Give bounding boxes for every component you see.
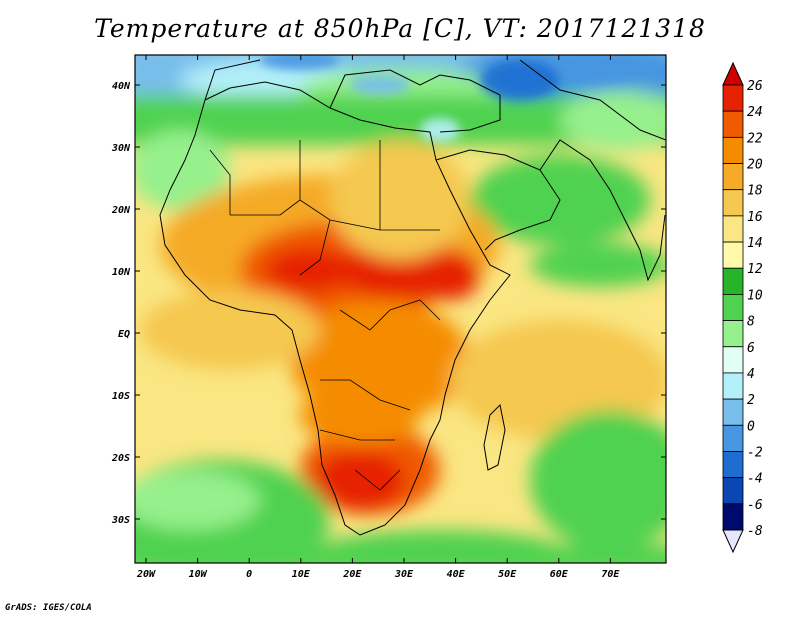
lon-label: 20W xyxy=(136,569,156,580)
lat-label: 30S xyxy=(111,515,130,526)
lat-label: 30N xyxy=(111,143,131,154)
colorbar-label: -8 xyxy=(747,524,763,539)
lon-label: 10W xyxy=(189,569,208,580)
colorbar-label: 26 xyxy=(747,79,763,94)
colorbar-segment xyxy=(722,320,744,348)
colorbar-segment xyxy=(722,84,744,112)
coastline-overlay xyxy=(159,59,666,536)
plot-frame xyxy=(134,54,667,564)
colorbar-top-arrow xyxy=(722,61,744,86)
colorbar-label: 2 xyxy=(747,393,755,408)
colorbar-label: 0 xyxy=(747,419,755,434)
colorbar-label: 18 xyxy=(747,184,763,199)
colorbar-segment xyxy=(722,294,744,321)
colorbar-label: 20 xyxy=(747,158,763,173)
longitude-axis: 20W 10W 0 10E 20E 30E 40E 50E 60E 70E xyxy=(136,55,620,580)
colorbar-label: -2 xyxy=(747,445,763,460)
colorbar-label: 4 xyxy=(747,367,755,382)
lon-label: 60E xyxy=(550,569,569,580)
colorbar-label: 22 xyxy=(747,131,763,146)
lat-label: EQ xyxy=(118,329,130,340)
colorbar-label: 12 xyxy=(747,262,763,277)
colorbar-segment xyxy=(722,136,744,164)
colorbar-label: 10 xyxy=(747,288,763,303)
colorbar-segment xyxy=(722,451,744,479)
colorbar-label: 14 xyxy=(747,236,763,251)
lon-label: 30E xyxy=(394,569,414,580)
lon-label: 20E xyxy=(342,569,362,580)
colorbar-label: 16 xyxy=(747,210,763,225)
colorbar-segment xyxy=(722,215,744,243)
colorbar-segment xyxy=(722,503,744,531)
colorbar-label: -4 xyxy=(747,472,763,487)
temperature-field xyxy=(135,55,666,563)
colorbar-segment xyxy=(722,241,744,269)
lon-label: 40E xyxy=(447,569,466,580)
grads-credit: GrADS: IGES/COLA xyxy=(5,603,92,613)
lon-label: 10E xyxy=(292,569,311,580)
colorbar-bottom-arrow xyxy=(722,529,744,554)
latitude-axis: 40N 30N 20N 10N EQ 10S 20S 30S xyxy=(111,81,666,526)
lat-label: 20S xyxy=(111,453,130,464)
colorbar-segment xyxy=(722,267,744,295)
colorbar-segment xyxy=(722,189,744,217)
colorbar-segment xyxy=(722,424,744,452)
colorbar-segment xyxy=(722,346,744,374)
lat-label: 40N xyxy=(112,81,131,92)
colorbar-segment xyxy=(722,110,744,138)
map-title: Temperature at 850hPa [C], VT: 201712131… xyxy=(94,14,706,43)
lon-label: 0 xyxy=(246,569,252,580)
colorbar-label: -6 xyxy=(747,498,763,513)
lat-label: 20N xyxy=(111,205,131,216)
lat-label: 10N xyxy=(112,267,131,278)
colorbar-label: 24 xyxy=(747,105,763,120)
colorbar-label: 8 xyxy=(747,315,755,330)
lon-label: 70E xyxy=(601,569,620,580)
colorbar-label: 6 xyxy=(747,341,755,356)
colorbar-segment xyxy=(722,398,744,426)
lat-label: 10S xyxy=(112,391,130,402)
colorbar-segment xyxy=(722,372,744,400)
colorbar-segment xyxy=(722,163,744,191)
lon-label: 50E xyxy=(498,569,517,580)
colorbar-segment xyxy=(722,477,744,505)
